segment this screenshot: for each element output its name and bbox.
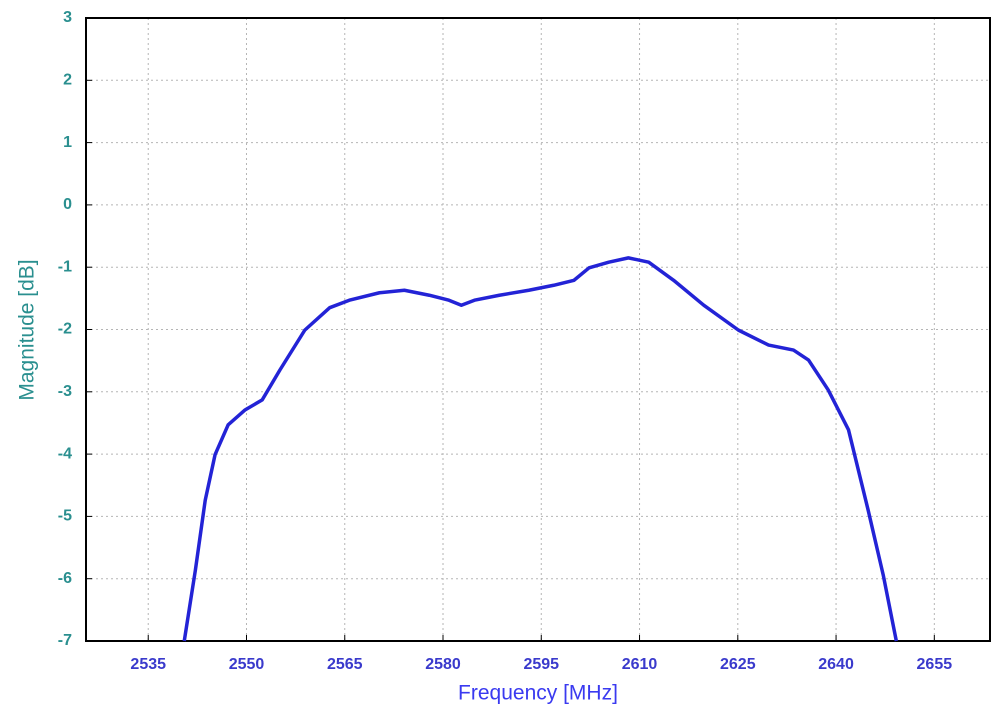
- y-tick-label: 0: [63, 196, 72, 213]
- y-tick-label: 2: [63, 72, 72, 89]
- x-tick-label: 2550: [229, 656, 265, 673]
- y-tick-label: 1: [63, 134, 72, 151]
- x-tick-label: 2655: [917, 656, 953, 673]
- x-tick-label: 2580: [425, 656, 461, 673]
- x-tick-label: 2625: [720, 656, 756, 673]
- y-tick-label: -2: [58, 321, 72, 338]
- y-tick-label: 3: [63, 9, 72, 26]
- y-tick-label: -3: [58, 383, 72, 400]
- y-tick-label: -5: [58, 508, 72, 525]
- plot-frame: [85, 17, 991, 642]
- x-tick-label: 2595: [523, 656, 559, 673]
- line: [182, 256, 899, 642]
- y-tick-label: -1: [58, 258, 72, 275]
- x-axis-title: Frequency [MHz]: [458, 682, 618, 705]
- y-axis-title: Magnitude [dB]: [16, 259, 39, 400]
- y-tick-label: -6: [58, 570, 72, 587]
- x-tick-label: 2565: [327, 656, 363, 673]
- x-tick-label: 2610: [622, 656, 658, 673]
- y-tick-label: -7: [58, 632, 72, 649]
- x-tick-label: 2640: [818, 656, 854, 673]
- x-tick-label: 2535: [130, 656, 166, 673]
- y-tick-label: -4: [58, 445, 72, 462]
